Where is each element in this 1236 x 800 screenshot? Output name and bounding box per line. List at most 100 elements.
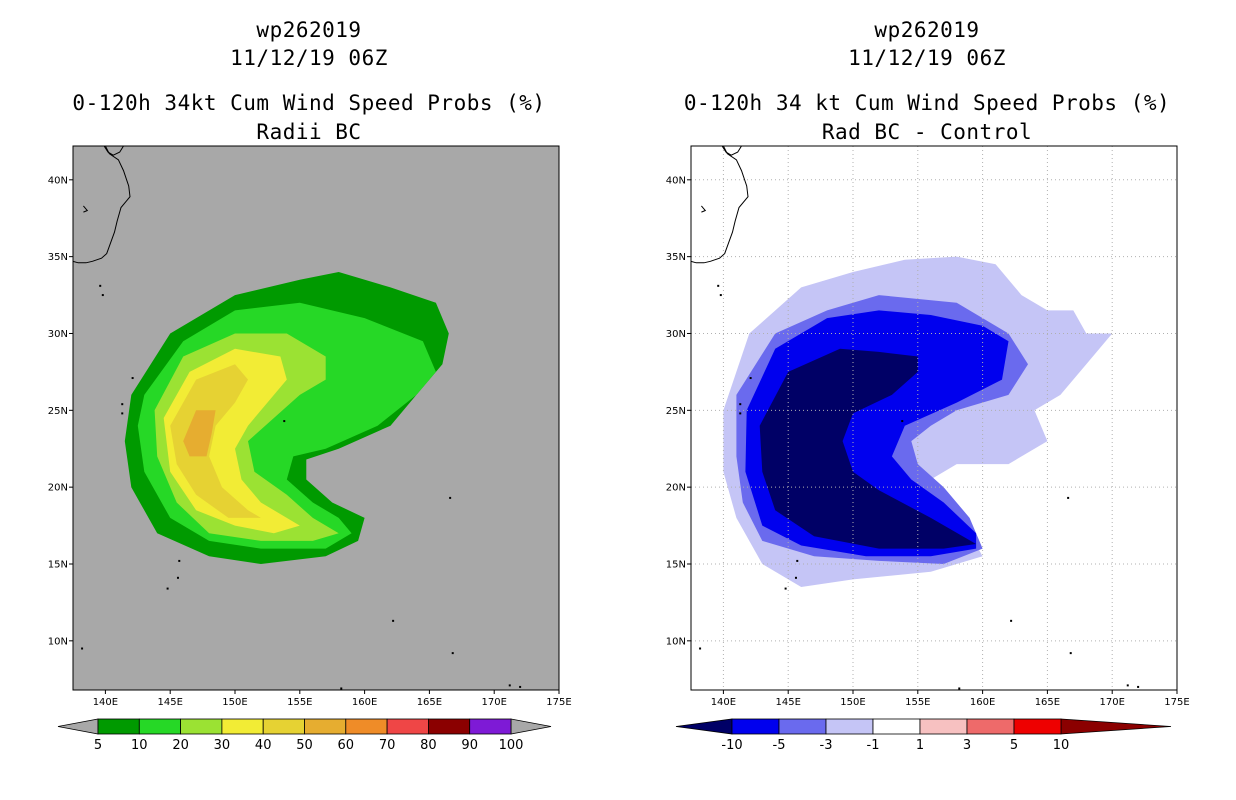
y-tick-label: 30N [666, 329, 686, 340]
colorbar-swatch [778, 718, 827, 735]
chart-subtitle: Radii BC [256, 120, 362, 144]
colorbar-label: 40 [255, 738, 272, 753]
y-tick-label: 20N [666, 483, 686, 494]
coastline-0 [691, 146, 749, 264]
x-tick-label: 170E [1099, 697, 1124, 708]
colorbar-label: -5 [773, 738, 786, 753]
y-tick-label: 35N [48, 252, 68, 263]
island-11 [451, 652, 454, 655]
island-5 [178, 559, 181, 562]
x-tick-label: 140E [711, 697, 736, 708]
island-7 [784, 587, 787, 590]
left-map-chart: 140E 145E 150E 155E 160E 165E 170E 175E 10N 15N 20… [48, 145, 572, 753]
island-2 [131, 377, 134, 380]
colorbar-swatch [872, 718, 921, 735]
colorbar-swatch [138, 718, 182, 735]
x-tick-label: 160E [352, 697, 377, 708]
colorbar-label: 60 [338, 738, 355, 753]
island-7 [166, 587, 169, 590]
island-0 [717, 284, 720, 287]
plot-area [691, 146, 1177, 690]
colorbar-swatch [427, 718, 471, 735]
y-tick-label: 20N [48, 483, 68, 494]
y-tick-label: 10N [48, 636, 68, 647]
y-tick-label: 35N [666, 252, 686, 263]
island-13 [519, 685, 522, 688]
x-tick-label: 160E [970, 697, 995, 708]
plot-frame [72, 145, 560, 691]
y-tick-label: 40N [666, 175, 686, 186]
chart-subtitle: Rad BC - Control [821, 120, 1033, 144]
x-tick-label: 145E [157, 697, 182, 708]
plot-area [73, 146, 522, 690]
colorbar-under-arrow [57, 718, 99, 735]
chart-title: 0-120h 34kt Cum Wind Speed Probs (%) [72, 91, 546, 115]
colorbar-label: 5 [1010, 738, 1018, 753]
storm-id: wp262019 [256, 18, 362, 42]
island-4 [739, 412, 742, 415]
x-tick-label: 155E [905, 697, 930, 708]
x-tick-label: 165E [1035, 697, 1060, 708]
storm-id: wp262019 [874, 18, 980, 42]
x-tick-label: 145E [775, 697, 800, 708]
colorbar-swatch [966, 718, 1015, 735]
island-15 [81, 647, 84, 650]
colorbar-label: 1 [916, 738, 924, 753]
island-6 [794, 576, 797, 579]
colorbar-label: 100 [499, 738, 524, 753]
colorbar-swatch [1013, 718, 1062, 735]
colorbar-swatch [731, 718, 780, 735]
coastline-2 [701, 205, 707, 213]
contour-level--10 [759, 348, 977, 549]
island-12 [508, 684, 511, 687]
island-8 [283, 420, 286, 423]
x-tick-label: 175E [546, 697, 571, 708]
y-tick-label: 30N [48, 329, 68, 340]
coastline-1 [103, 146, 124, 156]
colorbar-label: 5 [94, 738, 102, 753]
x-tick-label: 165E [417, 697, 442, 708]
island-15 [699, 647, 702, 650]
contour-level-40 [170, 364, 261, 518]
island-4 [121, 412, 124, 415]
colorbar-label: 10 [1053, 738, 1070, 753]
colorbar-under-arrow [675, 718, 733, 735]
y-tick-label: 15N [666, 559, 686, 570]
coastline-2 [83, 205, 89, 213]
datetime: 11/12/19 06Z [848, 46, 1006, 70]
colorbar-over-arrow [1060, 718, 1172, 735]
colorbar-swatch [345, 718, 388, 735]
island-9 [1067, 496, 1070, 499]
island-14 [958, 687, 961, 690]
island-11 [1069, 652, 1072, 655]
colorbar-label: 30 [214, 738, 231, 753]
colorbar-label: -1 [867, 738, 880, 753]
colorbar-label: 3 [963, 738, 971, 753]
colorbar-swatch [97, 718, 140, 735]
colorbar-label: 80 [420, 738, 437, 753]
plot-frame [690, 145, 1178, 691]
x-tick-label: 150E [840, 697, 865, 708]
colorbar-swatch [919, 718, 968, 735]
contour-level-50 [183, 410, 216, 457]
colorbar-label: 20 [172, 738, 189, 753]
colorbar-label: 50 [296, 738, 313, 753]
colorbar-swatch [386, 718, 429, 735]
y-tick-label: 25N [48, 406, 68, 417]
x-tick-label: 155E [287, 697, 312, 708]
colorbar-swatch [262, 718, 305, 735]
colorbar-over-arrow [510, 718, 552, 735]
chart-title: 0-120h 34 kt Cum Wind Speed Probs (%) [683, 91, 1171, 115]
x-tick-label: 150E [222, 697, 247, 708]
x-tick-label: 170E [481, 697, 506, 708]
y-tick-label: 10N [666, 636, 686, 647]
island-6 [176, 576, 179, 579]
left-panel: wp262019 11/12/19 06Z 0-120h 34kt Cum Wi… [48, 18, 572, 753]
colorbar-swatch [304, 718, 347, 735]
colorbar-swatch [469, 718, 512, 735]
coastline-1 [721, 146, 742, 156]
datetime: 11/12/19 06Z [230, 46, 388, 70]
island-8 [901, 420, 904, 423]
y-tick-label: 40N [48, 175, 68, 186]
x-tick-label: 175E [1164, 697, 1189, 708]
